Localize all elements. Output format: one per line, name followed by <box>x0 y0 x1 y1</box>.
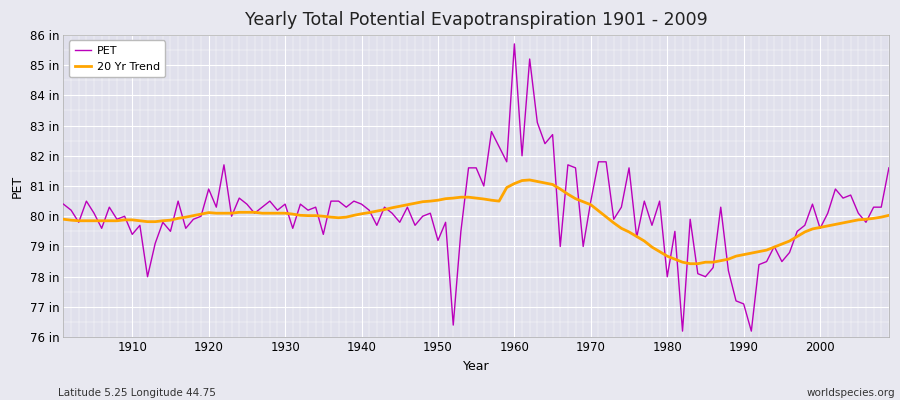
PET <box>287 226 298 231</box>
PET <box>884 166 895 170</box>
PET <box>517 153 527 158</box>
Line: 20 Yr Trend: 20 Yr Trend <box>64 180 889 264</box>
20 Yr Trend <box>884 213 895 218</box>
Title: Yearly Total Potential Evapotranspiration 1901 - 2009: Yearly Total Potential Evapotranspiratio… <box>245 11 707 29</box>
20 Yr Trend <box>509 181 520 186</box>
Text: Latitude 5.25 Longitude 44.75: Latitude 5.25 Longitude 44.75 <box>58 388 216 398</box>
PET <box>501 160 512 164</box>
Line: PET: PET <box>64 44 889 331</box>
20 Yr Trend <box>608 220 619 225</box>
PET <box>608 217 619 222</box>
20 Yr Trend <box>525 178 535 182</box>
PET <box>58 202 69 206</box>
X-axis label: Year: Year <box>463 360 490 373</box>
Legend: PET, 20 Yr Trend: PET, 20 Yr Trend <box>69 40 166 77</box>
PET <box>677 329 688 334</box>
Text: worldspecies.org: worldspecies.org <box>807 388 896 398</box>
PET <box>333 199 344 204</box>
PET <box>119 214 130 219</box>
20 Yr Trend <box>333 215 344 220</box>
20 Yr Trend <box>58 217 69 222</box>
PET <box>509 42 520 46</box>
20 Yr Trend <box>119 218 130 222</box>
20 Yr Trend <box>287 212 298 216</box>
20 Yr Trend <box>685 261 696 266</box>
20 Yr Trend <box>501 185 512 190</box>
Y-axis label: PET: PET <box>11 174 24 198</box>
